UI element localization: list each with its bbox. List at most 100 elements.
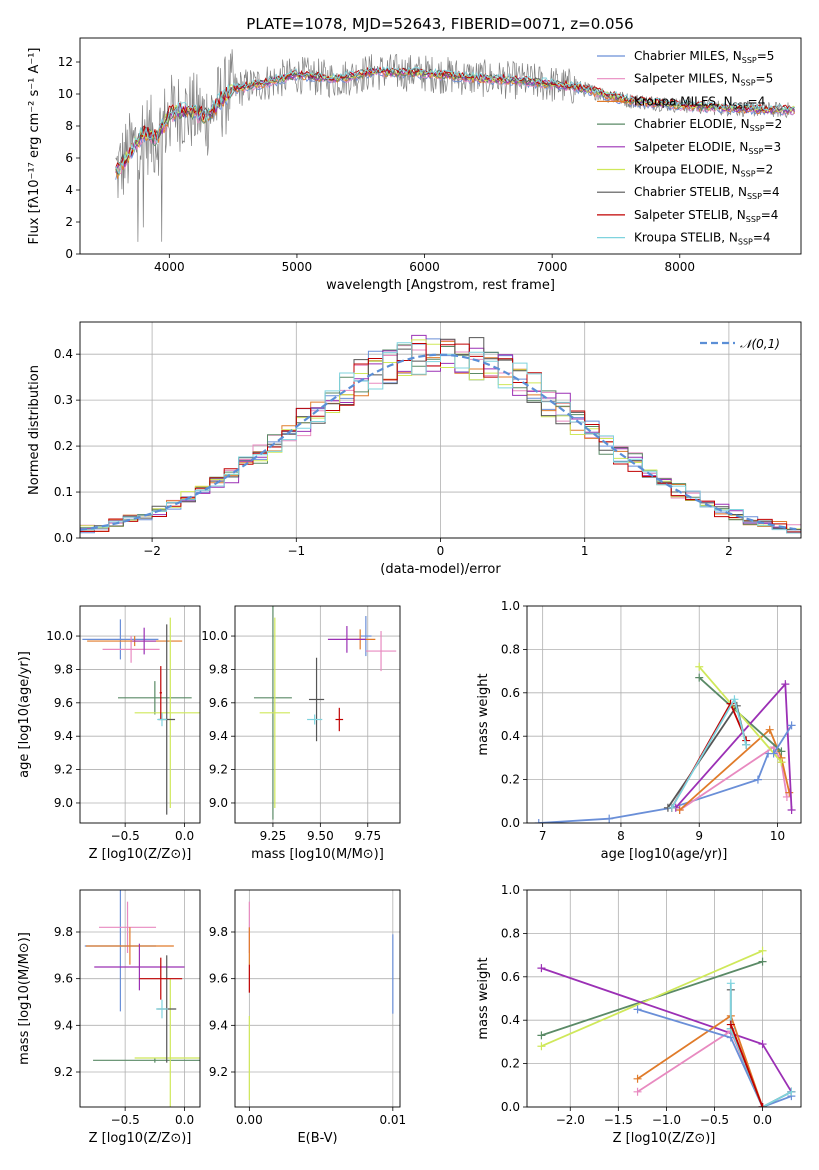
mass_vs_z-axes: −0.5 0.0 9.2 9.4 9.6 9.8 Z [log10(Z/Z⊙)] mass [… (17, 889, 201, 1146)
axes-frame (234, 605, 401, 824)
y-axis-label: age [log10(age/yr)] (17, 651, 32, 778)
x-tick-label: −2.0 (556, 1113, 585, 1127)
x-axis-label: mass [log10(M/M⊙)] (251, 847, 384, 862)
x-axis-label: (data-model)/error (380, 562, 501, 577)
y-tick-label: 9.8 (209, 662, 228, 676)
salpeter_elodie-marker (787, 805, 796, 814)
kroupa_miles-marker (765, 725, 774, 734)
kroupa_stelib-model-line (115, 65, 795, 175)
kroupa_miles-marker (785, 788, 794, 797)
x-axis-label: Z [log10(Z/Z⊙)] (89, 1131, 192, 1146)
chabrier_miles-weight-line (637, 1008, 792, 1107)
x-tick-label: 0.0 (175, 829, 194, 843)
x-axis-label: E(B-V) (297, 1131, 337, 1146)
salpeter_stelib-weight-line (729, 1024, 764, 1107)
x-axis-label: Z [log10(Z/Z⊙)] (89, 847, 192, 862)
legend-entry: Salpeter ELODIE, NSSP=3 (634, 140, 781, 156)
y-tick-label: 0.0 (501, 1100, 520, 1114)
axes-frame (79, 321, 802, 539)
y-tick-label: 4 (65, 183, 73, 197)
y-tick-label: 0.1 (54, 485, 73, 499)
normal-curve (80, 353, 801, 531)
x-tick-label: 5000 (282, 260, 313, 274)
x-tick-label: −2 (143, 544, 161, 558)
y-axis-label: Flux [fλ10⁻¹⁷ erg cm⁻² s⁻¹ A⁻¹] (27, 48, 42, 245)
x-tick-label: 0.0 (753, 1113, 772, 1127)
spectrum-axes: 4000 5000 6000 7000 8000 0 2 4 6 8 10 12 wavelength … (27, 37, 802, 293)
chabrier_elodie-marker (758, 957, 767, 966)
legend-entry: Chabrier ELODIE, NSSP=2 (634, 117, 782, 133)
chabrier_miles-marker (787, 721, 796, 730)
x-tick-label: 9 (695, 829, 703, 843)
kroupa_stelib-marker (726, 979, 735, 988)
kroupa_stelib-histogram (80, 342, 801, 534)
x-axis-label: age [log10(age/yr)] (601, 847, 728, 862)
spectrum-plot-area (115, 49, 796, 242)
kroupa_elodie-marker (537, 1042, 546, 1051)
kroupa_stelib-marker (787, 1087, 796, 1096)
x-tick-label: −1.5 (604, 1113, 633, 1127)
y-tick-label: 9.6 (54, 696, 73, 710)
figure-title: PLATE=1078, MJD=52643, FIBERID=0071, z=0… (246, 15, 633, 33)
y-tick-label: 9.6 (209, 972, 228, 986)
axes-frame (526, 889, 802, 1108)
mass_vs_ebv-axes: 0.00 0.01 9.2 9.4 9.6 9.8 E(B-V) (209, 889, 406, 1146)
weight_vs_age-plot-area (534, 662, 796, 823)
y-tick-label: 2 (65, 215, 73, 229)
x-tick-label: 8 (617, 829, 625, 843)
kroupa_elodie-weight-line (541, 949, 763, 1048)
chabrier_miles-marker (605, 814, 614, 823)
y-tick-label: 0.6 (501, 970, 520, 984)
residuals-axes: −2 −1 0 1 2 0.0 0.1 0.2 0.3 0.4 (data-model)/error… (27, 321, 802, 577)
x-tick-label: 7 (539, 829, 547, 843)
chabrier_miles-marker (769, 749, 778, 758)
y-tick-label: 9.4 (54, 1018, 73, 1032)
y-tick-label: 1.0 (501, 883, 520, 897)
legend-entry: Kroupa ELODIE, NSSP=2 (634, 163, 773, 179)
y-tick-label: 9.8 (54, 925, 73, 939)
age_vs_mass-axes: 9.25 9.50 9.75 9.0 9.2 9.4 9.6 9.8 10.0 mass [log… (201, 605, 401, 862)
weight_vs_z-axes: −2.0 −1.5 −1.0 −0.5 0.0 0.0 0.2 0.4 0.6 0.8 1.0 Z [… (476, 883, 802, 1146)
y-axis-label: mass [log10(M/M⊙)] (17, 932, 32, 1065)
y-tick-label: 9.4 (209, 1018, 228, 1032)
x-tick-label: 9.50 (307, 829, 334, 843)
chabrier_elodie-marker (777, 747, 786, 756)
y-tick-label: 9.8 (54, 662, 73, 676)
y-tick-label: 9.2 (54, 1065, 73, 1079)
chabrier_miles-weight-line (538, 753, 769, 823)
y-tick-label: 0.4 (54, 347, 73, 361)
y-tick-label: 0.3 (54, 393, 73, 407)
legend-entry: Kroupa STELIB, NSSP=4 (634, 231, 771, 247)
kroupa_stelib-marker (667, 803, 676, 812)
y-axis-label: Normed distribution (27, 365, 42, 495)
y-tick-label: 12 (58, 55, 73, 69)
y-tick-label: 0.0 (501, 816, 520, 830)
x-tick-label: 0.01 (379, 1113, 406, 1127)
x-tick-label: −1 (287, 544, 305, 558)
weight_vs_age-axes: 7 8 9 10 0.0 0.2 0.4 0.6 0.8 1.0 age [log10(age/yr… (476, 599, 802, 862)
x-tick-label: −0.5 (111, 829, 140, 843)
x-tick-label: 9.25 (260, 829, 287, 843)
x-tick-label: 10 (770, 829, 785, 843)
salpeter_elodie-marker (537, 964, 546, 973)
y-tick-label: 0.8 (501, 642, 520, 656)
kroupa_stelib-marker (730, 695, 739, 704)
legend-entry: Chabrier MILES, NSSP=5 (634, 49, 774, 65)
chabrier_miles-marker (633, 1005, 642, 1014)
y-axis-label: mass weight (476, 673, 491, 755)
salpeter_miles-weight-line (679, 745, 788, 811)
chabrier_miles-weight-line (772, 724, 793, 755)
residuals-plot-area (80, 334, 801, 534)
age_vs_mass-plot-area (253, 606, 397, 820)
salpeter_miles-marker (633, 1087, 642, 1096)
chabrier_elodie-marker (537, 1031, 546, 1040)
y-tick-label: 9.6 (54, 972, 73, 986)
x-tick-label: −0.5 (700, 1113, 729, 1127)
legend-entry: Salpeter MILES, NSSP=5 (634, 72, 773, 88)
y-tick-label: 0.6 (501, 686, 520, 700)
x-tick-label: 2 (725, 544, 733, 558)
salpeter_stelib-model-line (115, 66, 795, 168)
legend-entry: Chabrier STELIB, NSSP=4 (634, 185, 780, 201)
x-tick-label: 7000 (537, 260, 568, 274)
